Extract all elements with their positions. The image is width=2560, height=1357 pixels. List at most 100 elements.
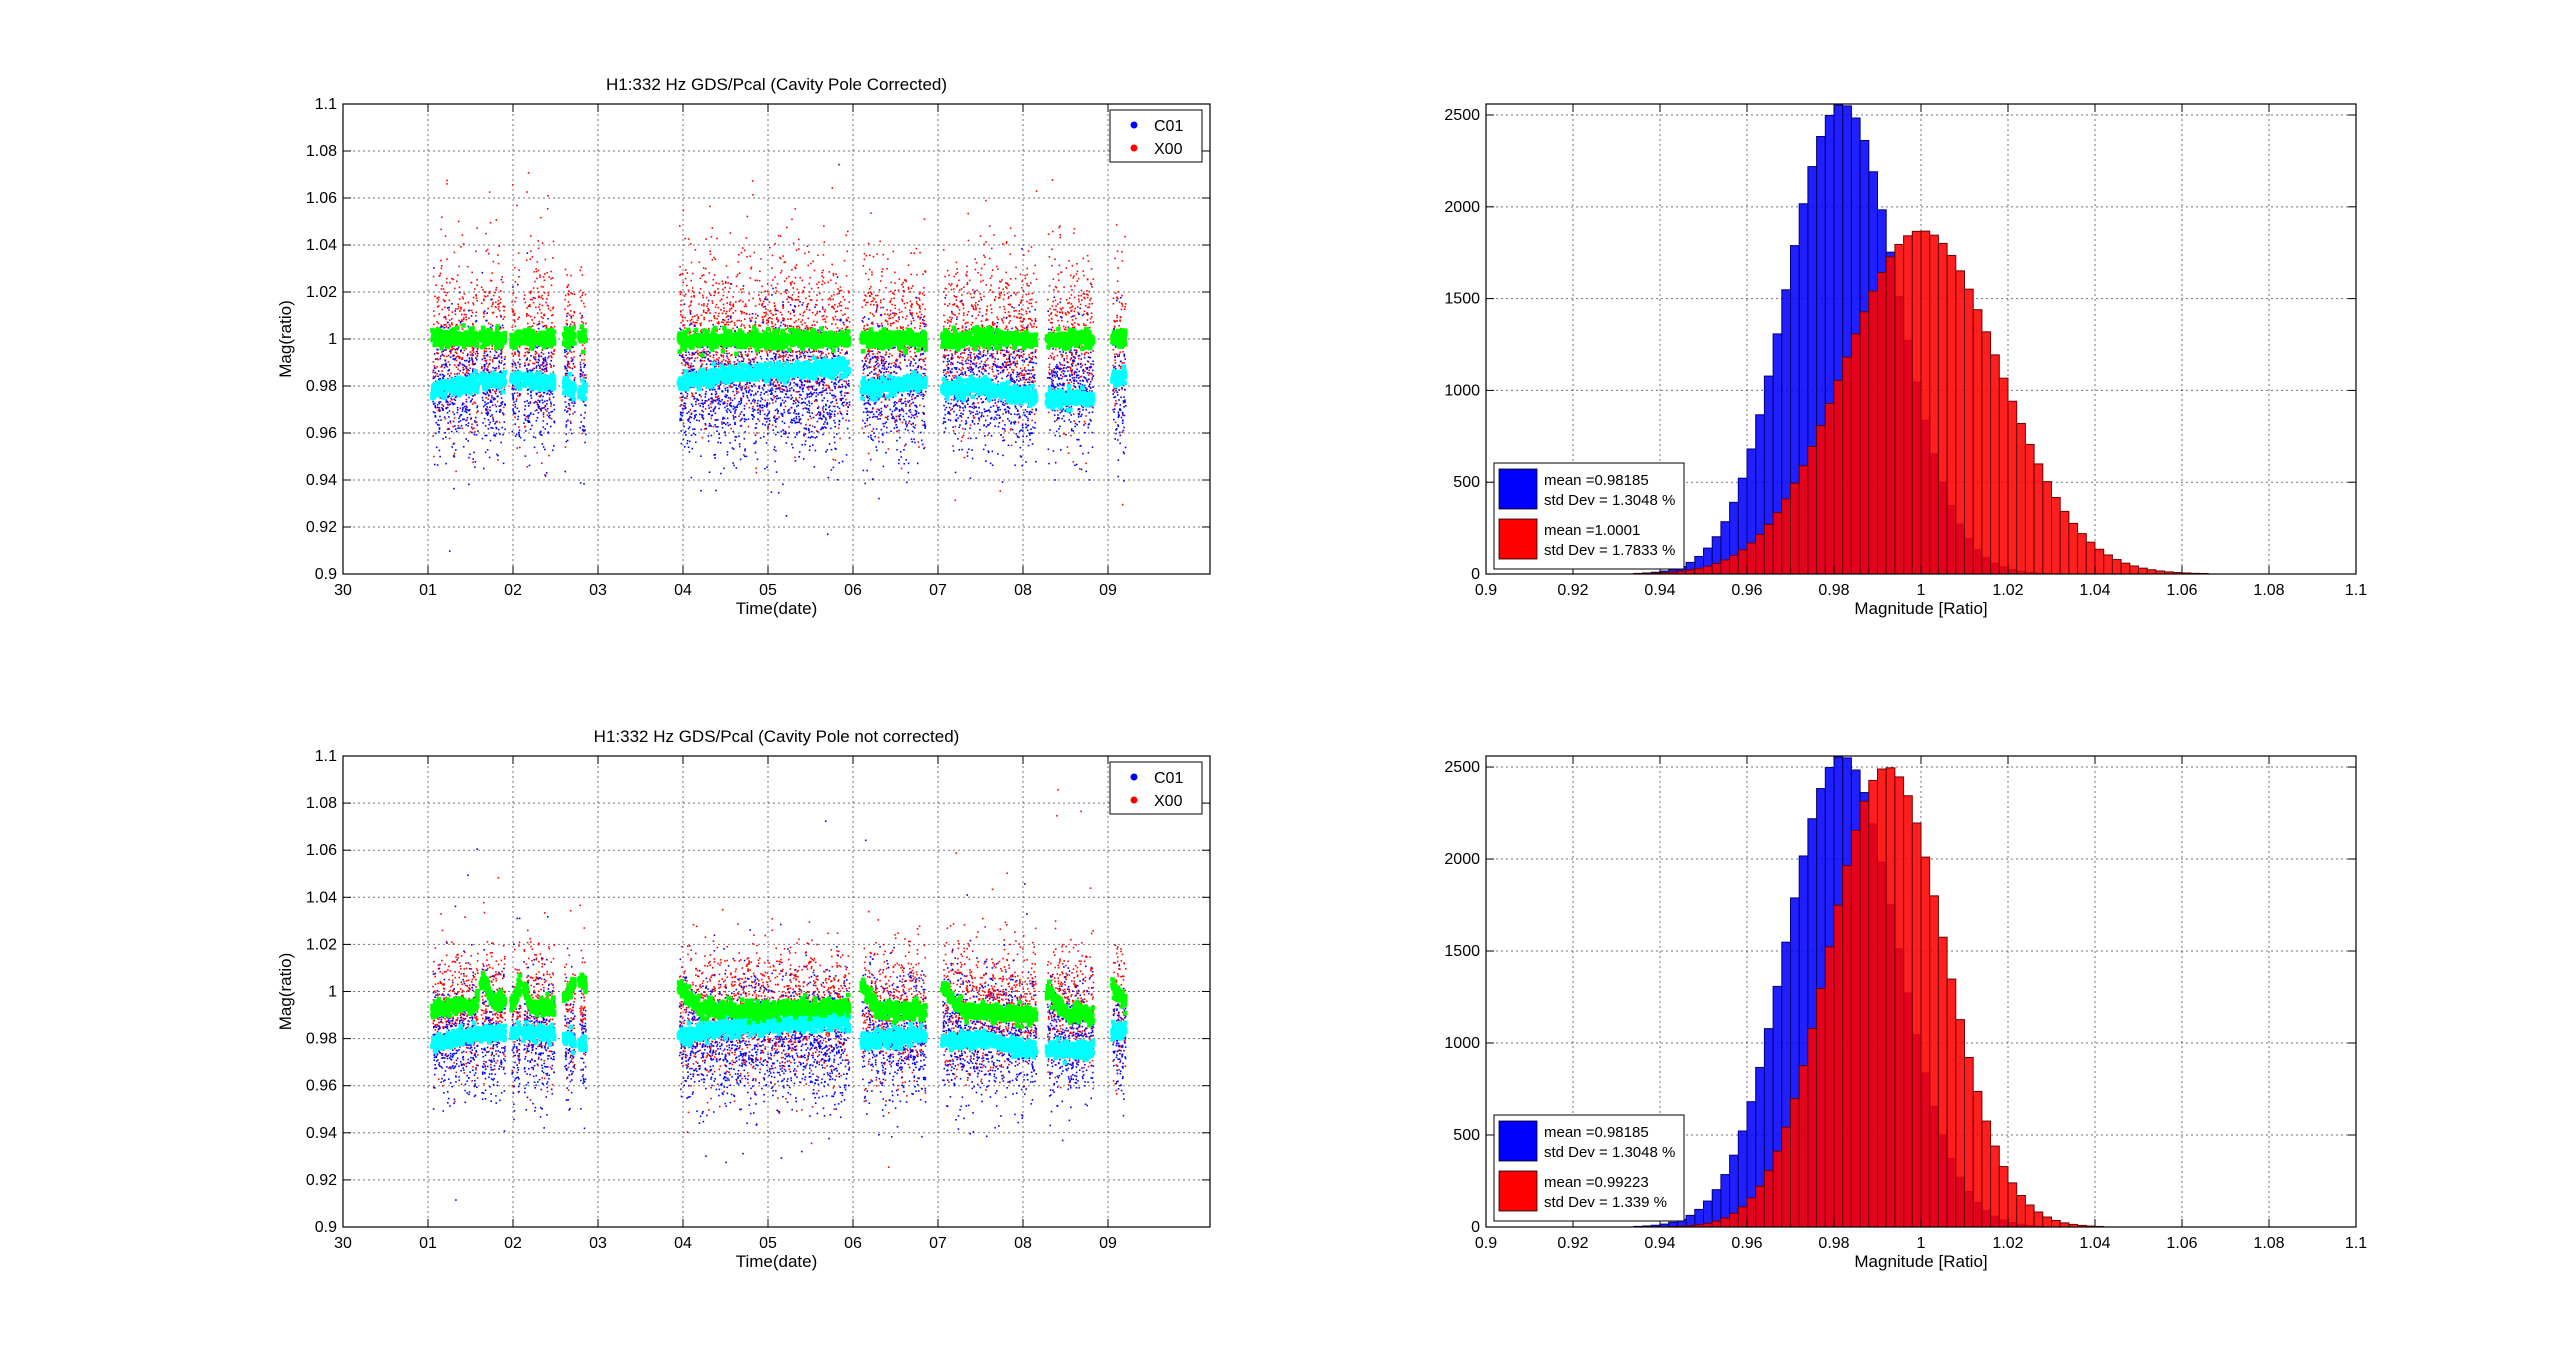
data-point [564, 446, 567, 448]
data-point [999, 280, 1001, 283]
data-point [1020, 300, 1023, 303]
data-point [566, 274, 568, 276]
data-point [734, 329, 736, 332]
data-point [1014, 326, 1017, 328]
data-point [994, 296, 997, 298]
data-point [536, 416, 539, 419]
data-point [816, 356, 819, 358]
data-point [903, 444, 906, 447]
data-point [707, 307, 709, 310]
data-point [705, 238, 707, 240]
data-point [570, 346, 573, 348]
data-point [1015, 366, 1018, 368]
data-point [697, 316, 700, 318]
data-point [817, 254, 819, 257]
data-point [734, 324, 736, 326]
data-point [534, 350, 537, 353]
data-point [493, 434, 496, 436]
data-point [580, 300, 583, 302]
data-point [691, 392, 693, 394]
data-point [514, 423, 517, 425]
data-point [541, 401, 544, 404]
data-point [454, 425, 456, 427]
data-point [447, 354, 450, 357]
data-point [529, 402, 532, 405]
data-point [768, 349, 771, 351]
data-point [1006, 368, 1009, 371]
data-point [514, 370, 517, 372]
data-point [741, 247, 744, 249]
data-point [492, 260, 495, 263]
data-point [1090, 366, 1093, 368]
data-point [1008, 351, 1010, 353]
data-point [491, 324, 494, 327]
data-point [552, 396, 555, 398]
data-point [482, 405, 485, 408]
data-point [844, 313, 846, 315]
data-point [953, 303, 956, 305]
data-point [580, 317, 583, 319]
data-point [761, 285, 763, 288]
data-point [864, 304, 867, 306]
data-point [1092, 321, 1095, 323]
data-point [709, 250, 711, 253]
data-point [529, 291, 532, 293]
data-point [682, 324, 684, 327]
data-point [954, 425, 957, 428]
data-point [956, 371, 958, 373]
data-point [791, 294, 794, 296]
data-point [680, 291, 683, 294]
data-point [956, 356, 959, 358]
data-point [773, 415, 776, 417]
data-point [886, 416, 888, 419]
data-point [449, 393, 451, 396]
data-point [1054, 285, 1057, 288]
data-point [503, 421, 506, 423]
data-point [485, 409, 488, 412]
data-point [991, 291, 994, 293]
data-point [457, 355, 459, 358]
data-point [730, 315, 732, 318]
data-point [471, 347, 474, 349]
data-point [581, 432, 583, 435]
data-point [865, 301, 868, 304]
data-point [441, 216, 443, 218]
data-point [433, 353, 436, 355]
data-point [529, 305, 531, 308]
data-point [1124, 303, 1127, 305]
data-point [533, 322, 535, 325]
data-point [958, 279, 960, 282]
data-point [902, 328, 905, 331]
data-point [685, 284, 688, 287]
data-point [729, 232, 732, 234]
data-point [899, 353, 902, 356]
data-point [680, 362, 683, 364]
data-point [779, 311, 782, 314]
data-point [688, 417, 691, 419]
data-point [543, 279, 546, 282]
data-point [472, 368, 474, 370]
data-point [1008, 371, 1010, 374]
data-point [872, 376, 875, 379]
data-point [715, 365, 717, 368]
data-point [822, 314, 825, 317]
data-point [708, 272, 711, 274]
data-point [790, 325, 792, 327]
data-point [466, 409, 469, 411]
data-point [956, 316, 958, 318]
data-point [995, 326, 998, 329]
data-point [1114, 320, 1117, 323]
data-point [458, 421, 460, 423]
data-point [1077, 311, 1079, 314]
data-point [519, 642, 521, 644]
data-point [572, 314, 575, 317]
data-point [1069, 366, 1072, 369]
data-point [797, 304, 800, 307]
data-point [983, 295, 985, 298]
data-point [546, 414, 549, 417]
data-point [1085, 351, 1088, 354]
data-point [985, 199, 987, 202]
data-point [1007, 284, 1010, 287]
data-point [441, 365, 443, 368]
data-point [712, 284, 714, 287]
